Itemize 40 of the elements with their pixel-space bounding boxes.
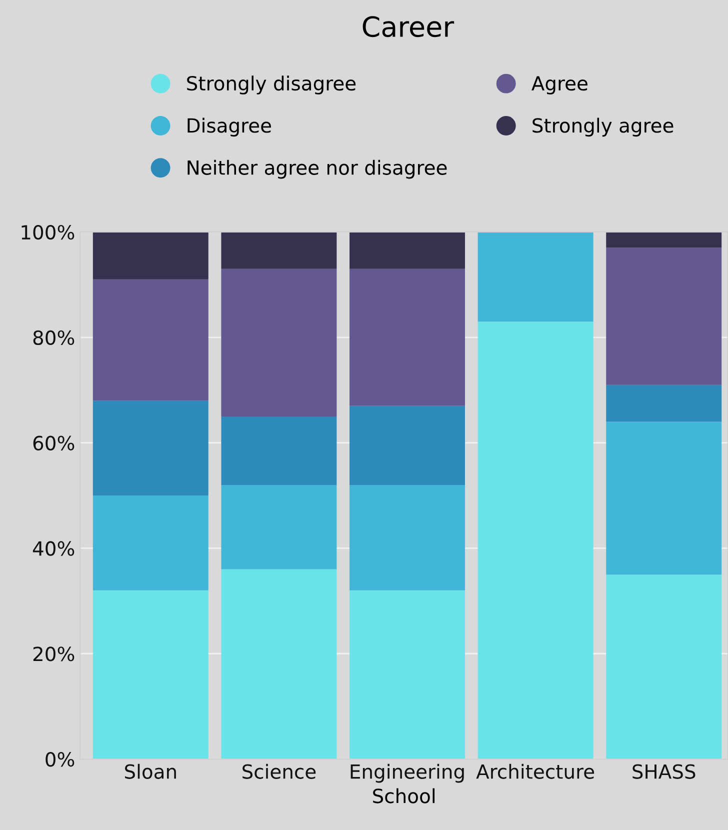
x-tick-label: Engineering (350, 764, 464, 783)
bar (92, 279, 208, 401)
bar (350, 268, 465, 406)
legend-label: Strongly disagree (187, 76, 356, 94)
bar (606, 574, 722, 760)
chart-title: Career (362, 16, 454, 38)
bar (350, 590, 465, 760)
bar (350, 406, 465, 485)
bar (606, 232, 722, 248)
x-tick-label: Science (242, 764, 316, 779)
bar (92, 400, 208, 496)
bar (221, 484, 337, 570)
y-tick-label: 20% (33, 646, 74, 662)
legend-label: Agree (532, 76, 588, 94)
x-axis-title: School (373, 788, 434, 804)
y-tick-label: 80% (33, 330, 74, 346)
bar (221, 232, 337, 269)
bar (221, 416, 337, 485)
bar (606, 422, 722, 575)
y-tick-label: 40% (32, 541, 74, 556)
bar (606, 384, 722, 422)
bar (92, 590, 208, 760)
bar (221, 569, 337, 760)
bar (92, 232, 208, 280)
legend-label: Disagree (188, 118, 272, 137)
legend-label: Neither agree nor disagree (188, 160, 447, 179)
bar (350, 484, 465, 590)
x-tick-label: SHASS (632, 764, 696, 779)
bar (478, 232, 594, 322)
bar (92, 496, 208, 590)
bar (606, 248, 722, 385)
bar (478, 322, 594, 760)
y-tick-label: 0% (46, 752, 74, 767)
bar (350, 232, 465, 269)
legend-label: Strongly agree (532, 118, 674, 137)
y-tick-label: 100% (22, 224, 74, 240)
y-tick-label: 60% (33, 436, 74, 450)
x-tick-label: Sloan (124, 764, 176, 779)
x-tick-label: Architecture (476, 764, 594, 779)
bar (221, 268, 337, 416)
